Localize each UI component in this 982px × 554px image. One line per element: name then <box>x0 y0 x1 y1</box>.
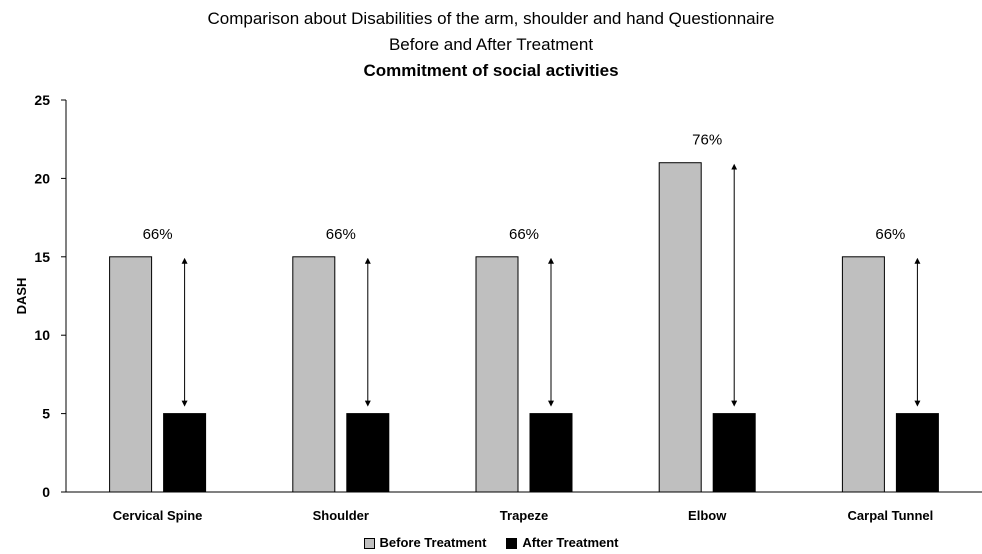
y-axis-label: DASH <box>14 278 29 315</box>
x-category-label: Carpal Tunnel <box>848 508 934 523</box>
bar-before-treatment <box>475 256 519 493</box>
y-tick-label: 5 <box>42 406 50 422</box>
legend-label-after: After Treatment <box>522 535 619 550</box>
chart-title-line-2: Before and After Treatment <box>388 35 594 54</box>
reduction-percent-label: 76% <box>692 132 722 149</box>
legend-item-after: After Treatment <box>506 534 619 552</box>
legend-swatch-before <box>363 537 375 549</box>
reduction-percent-label: 66% <box>143 226 173 243</box>
y-tick-label: 10 <box>34 327 50 343</box>
reduction-percent-label: 66% <box>509 226 539 243</box>
y-tick-label: 20 <box>34 170 50 186</box>
bar-after-treatment <box>895 413 939 493</box>
legend-swatch-after <box>506 537 518 549</box>
legend-item-before: Before Treatment <box>363 534 487 552</box>
bar-before-treatment <box>658 162 702 493</box>
bar-after-treatment <box>529 413 573 493</box>
legend-label-before: Before Treatment <box>379 535 487 550</box>
y-tick-label: 25 <box>34 92 50 108</box>
y-tick-label: 0 <box>42 484 50 500</box>
y-tick-label: 15 <box>34 249 50 265</box>
x-category-label: Shoulder <box>313 508 369 523</box>
chart-legend: Before Treatment After Treatment <box>0 534 982 552</box>
bar-after-treatment <box>346 413 390 493</box>
chart-title-line-1: Comparison about Disabilities of the arm… <box>207 9 775 28</box>
bar-after-treatment <box>712 413 756 493</box>
reduction-percent-label: 66% <box>875 226 905 243</box>
bar-after-treatment <box>163 413 207 493</box>
reduction-percent-label: 66% <box>326 226 356 243</box>
x-category-label: Elbow <box>688 508 727 523</box>
x-category-label: Cervical Spine <box>113 508 203 523</box>
bar-before-treatment <box>841 256 885 493</box>
bar-before-treatment <box>109 256 153 493</box>
bar-before-treatment <box>292 256 336 493</box>
chart-subtitle: Commitment of social activities <box>363 61 619 80</box>
x-category-label: Trapeze <box>500 508 548 523</box>
